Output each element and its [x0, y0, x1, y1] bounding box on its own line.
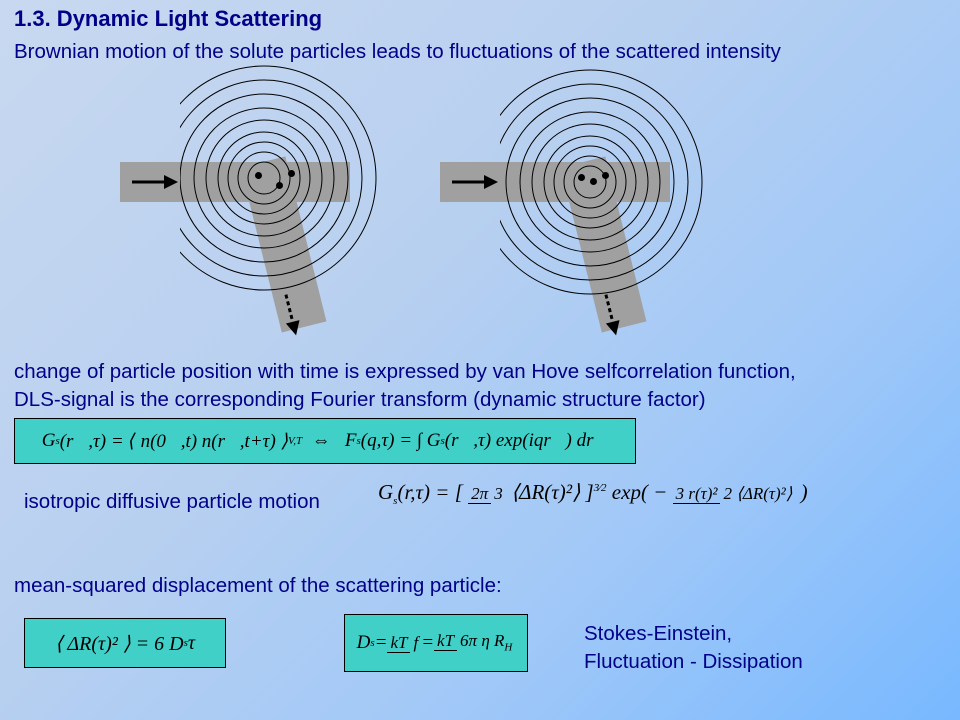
- diagram-time-2: [440, 62, 770, 322]
- isotropic-text: isotropic diffusive particle motion: [24, 488, 320, 516]
- incident-arrow-icon: [450, 169, 500, 195]
- scattering-diagrams: [120, 62, 820, 322]
- van-hove-text: change of particle position with time is…: [14, 358, 796, 413]
- wavefronts: [180, 62, 420, 302]
- section-title: 1.3. Dynamic Light Scattering: [14, 6, 322, 32]
- incident-arrow-icon: [130, 169, 180, 195]
- wavefronts: [500, 62, 740, 302]
- msd-text: mean-squared displacement of the scatter…: [14, 572, 502, 600]
- diagram-time-1: [120, 62, 450, 322]
- equation-stokes-einstein: Ds = kTf = kT6π η RH: [344, 614, 528, 672]
- equation-gaussian-gs: Gs(r,τ) = [ 2π3 ⟨ΔR(τ)²⟩ ]3⁄2 exp( − 3 r…: [378, 480, 808, 507]
- equation-msd: ⟨ ΔR(τ)² ⟩ = 6 Ds τ: [24, 618, 226, 668]
- stokes-einstein-label: Stokes-Einstein, Fluctuation - Dissipati…: [584, 620, 803, 675]
- equation-van-hove-fourier: Gs(r⃗,τ) = ⟨ n(0⃗,t) n(r⃗,t+τ) ⟩V,T ⇔ Fs…: [14, 418, 636, 464]
